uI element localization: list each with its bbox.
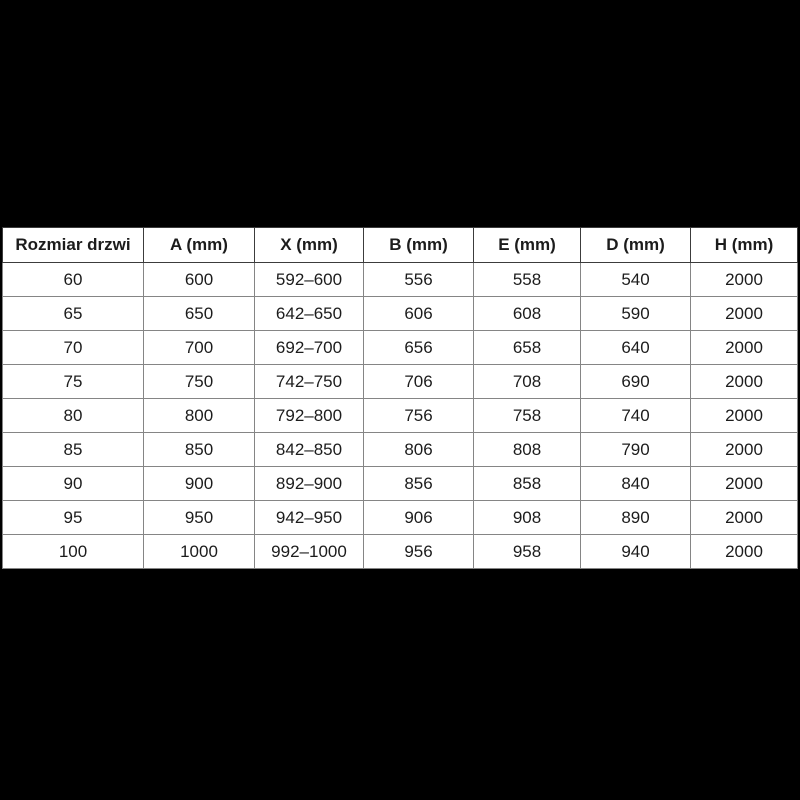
table-cell: 840 bbox=[580, 466, 691, 501]
column-header: X (mm) bbox=[254, 227, 364, 263]
table-cell: 606 bbox=[363, 296, 474, 331]
table-row: 75 750 742–750 706 708 690 2000 bbox=[2, 364, 798, 399]
table-cell: 700 bbox=[143, 330, 255, 365]
table-cell: 992–1000 bbox=[254, 534, 364, 569]
table-cell: 690 bbox=[580, 364, 691, 399]
table-cell: 85 bbox=[2, 432, 144, 467]
table-cell: 600 bbox=[143, 262, 255, 297]
column-header: D (mm) bbox=[580, 227, 691, 263]
table-cell: 70 bbox=[2, 330, 144, 365]
table-cell: 858 bbox=[473, 466, 581, 501]
table-cell: 806 bbox=[363, 432, 474, 467]
table-cell: 692–700 bbox=[254, 330, 364, 365]
table-cell: 556 bbox=[363, 262, 474, 297]
table-row: 80 800 792–800 756 758 740 2000 bbox=[2, 398, 798, 433]
table-cell: 100 bbox=[2, 534, 144, 569]
table-cell: 608 bbox=[473, 296, 581, 331]
table-cell: 60 bbox=[2, 262, 144, 297]
table-row: 65 650 642–650 606 608 590 2000 bbox=[2, 296, 798, 331]
table-cell: 900 bbox=[143, 466, 255, 501]
table-cell: 750 bbox=[143, 364, 255, 399]
table-row: 90 900 892–900 856 858 840 2000 bbox=[2, 466, 798, 501]
table-cell: 706 bbox=[363, 364, 474, 399]
table-cell: 540 bbox=[580, 262, 691, 297]
table-cell: 758 bbox=[473, 398, 581, 433]
table-cell: 856 bbox=[363, 466, 474, 501]
table-cell: 558 bbox=[473, 262, 581, 297]
table-cell: 95 bbox=[2, 500, 144, 535]
table-cell: 2000 bbox=[690, 500, 798, 535]
table-body: 60 600 592–600 556 558 540 2000 65 650 642–650 606… bbox=[2, 262, 798, 569]
table-cell: 2000 bbox=[690, 466, 798, 501]
table-header-row: Rozmiar drzwi A (mm) X (mm) B (mm) E (mm) D (… bbox=[2, 227, 798, 263]
table-row: 95 950 942–950 906 908 890 2000 bbox=[2, 500, 798, 535]
table-cell: 708 bbox=[473, 364, 581, 399]
table-cell: 2000 bbox=[690, 398, 798, 433]
table-cell: 656 bbox=[363, 330, 474, 365]
table-cell: 800 bbox=[143, 398, 255, 433]
table-cell: 790 bbox=[580, 432, 691, 467]
table-cell: 940 bbox=[580, 534, 691, 569]
column-header: E (mm) bbox=[473, 227, 581, 263]
table-cell: 742–750 bbox=[254, 364, 364, 399]
table-cell: 1000 bbox=[143, 534, 255, 569]
table-cell: 850 bbox=[143, 432, 255, 467]
door-size-table: Rozmiar drzwi A (mm) X (mm) B (mm) E (mm) D (… bbox=[2, 227, 798, 569]
table-cell: 842–850 bbox=[254, 432, 364, 467]
table-cell: 2000 bbox=[690, 330, 798, 365]
column-header: A (mm) bbox=[143, 227, 255, 263]
table-cell: 906 bbox=[363, 500, 474, 535]
door-size-table-container: Rozmiar drzwi A (mm) X (mm) B (mm) E (mm) D (… bbox=[2, 227, 798, 569]
table-cell: 642–650 bbox=[254, 296, 364, 331]
table-cell: 75 bbox=[2, 364, 144, 399]
table-cell: 950 bbox=[143, 500, 255, 535]
table-cell: 658 bbox=[473, 330, 581, 365]
table-cell: 740 bbox=[580, 398, 691, 433]
table-cell: 2000 bbox=[690, 364, 798, 399]
table-cell: 2000 bbox=[690, 534, 798, 569]
table-cell: 592–600 bbox=[254, 262, 364, 297]
table-cell: 640 bbox=[580, 330, 691, 365]
table-cell: 956 bbox=[363, 534, 474, 569]
table-cell: 2000 bbox=[690, 432, 798, 467]
table-cell: 590 bbox=[580, 296, 691, 331]
table-cell: 90 bbox=[2, 466, 144, 501]
column-header: H (mm) bbox=[690, 227, 798, 263]
table-cell: 808 bbox=[473, 432, 581, 467]
table-cell: 942–950 bbox=[254, 500, 364, 535]
table-cell: 650 bbox=[143, 296, 255, 331]
table-row: 85 850 842–850 806 808 790 2000 bbox=[2, 432, 798, 467]
table-cell: 2000 bbox=[690, 262, 798, 297]
table-cell: 908 bbox=[473, 500, 581, 535]
table-row: 70 700 692–700 656 658 640 2000 bbox=[2, 330, 798, 365]
table-cell: 792–800 bbox=[254, 398, 364, 433]
table-cell: 958 bbox=[473, 534, 581, 569]
table-cell: 65 bbox=[2, 296, 144, 331]
column-header: Rozmiar drzwi bbox=[2, 227, 144, 263]
table-cell: 892–900 bbox=[254, 466, 364, 501]
table-cell: 756 bbox=[363, 398, 474, 433]
table-cell: 80 bbox=[2, 398, 144, 433]
table-row: 60 600 592–600 556 558 540 2000 bbox=[2, 262, 798, 297]
table-cell: 2000 bbox=[690, 296, 798, 331]
column-header: B (mm) bbox=[363, 227, 474, 263]
table-cell: 890 bbox=[580, 500, 691, 535]
table-row: 100 1000 992–1000 956 958 940 2000 bbox=[2, 534, 798, 569]
